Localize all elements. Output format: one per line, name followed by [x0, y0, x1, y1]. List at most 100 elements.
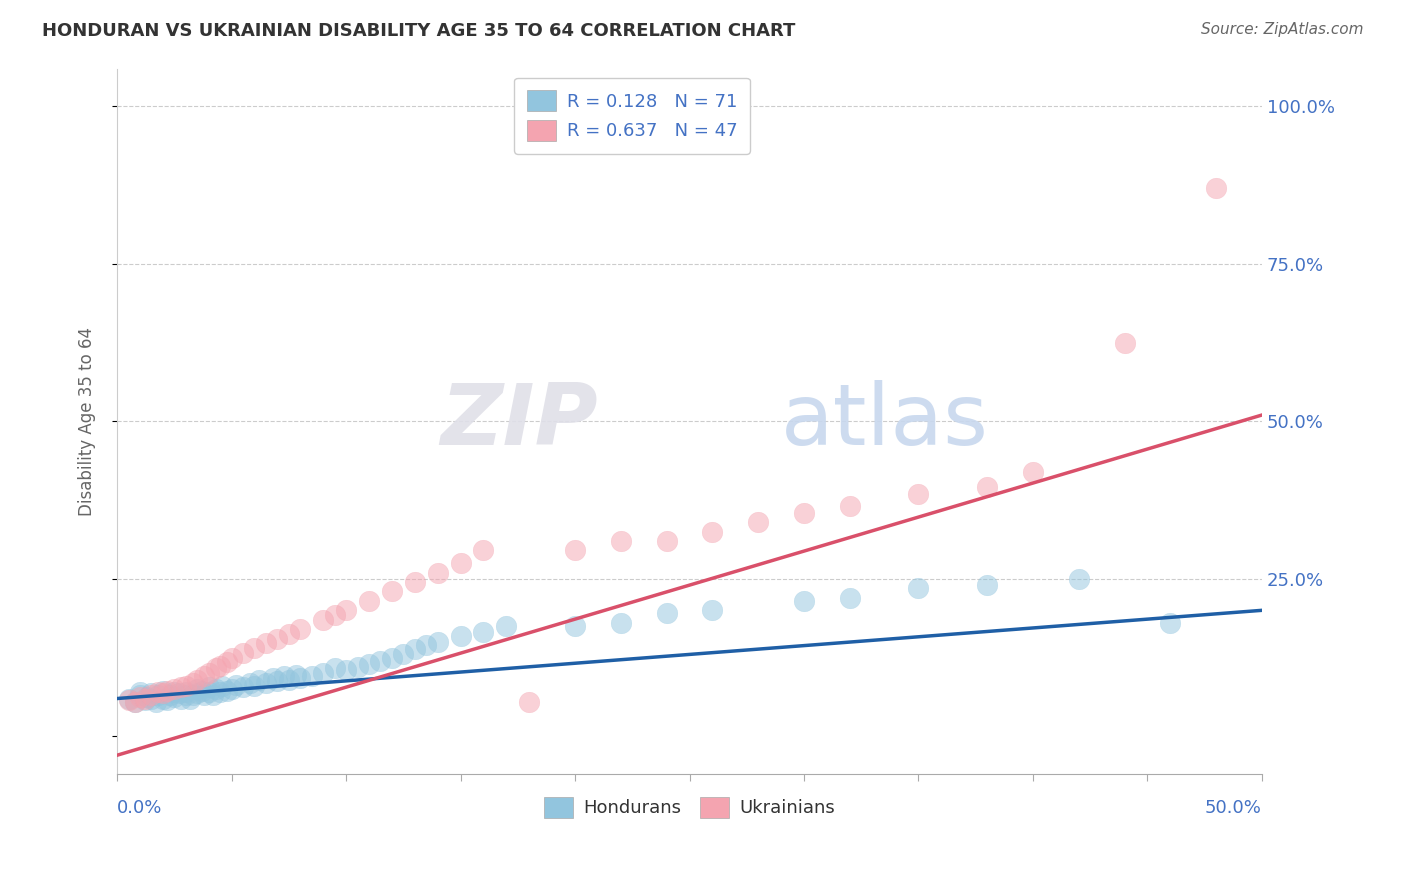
Point — [655, 534, 678, 549]
Point — [976, 480, 998, 494]
Point — [152, 684, 174, 698]
Point — [163, 690, 186, 705]
Point — [301, 669, 323, 683]
Point — [134, 693, 156, 707]
Point — [181, 675, 204, 690]
Point — [277, 627, 299, 641]
Point — [117, 693, 139, 707]
Point — [370, 654, 392, 668]
Point — [472, 543, 495, 558]
Point — [357, 594, 380, 608]
Point — [323, 608, 346, 623]
Point — [564, 543, 586, 558]
Point — [181, 689, 204, 703]
Point — [262, 671, 284, 685]
Point — [197, 680, 219, 694]
Point — [381, 584, 404, 599]
Point — [232, 646, 254, 660]
Point — [517, 695, 540, 709]
Point — [156, 684, 179, 698]
Point — [117, 691, 139, 706]
Point — [907, 582, 929, 596]
Point — [193, 669, 215, 683]
Point — [129, 689, 152, 703]
Point — [266, 632, 288, 646]
Point — [392, 648, 415, 662]
Point — [239, 675, 262, 690]
Point — [254, 675, 277, 690]
Point — [335, 603, 357, 617]
Point — [174, 685, 197, 699]
Point — [277, 673, 299, 687]
Point — [135, 690, 157, 705]
Point — [450, 556, 472, 570]
Point — [193, 689, 215, 703]
Point — [179, 691, 201, 706]
Point — [273, 669, 295, 683]
Point — [907, 487, 929, 501]
Text: HONDURAN VS UKRAINIAN DISABILITY AGE 35 TO 64 CORRELATION CHART: HONDURAN VS UKRAINIAN DISABILITY AGE 35 … — [42, 22, 796, 40]
Text: atlas: atlas — [782, 380, 988, 463]
Point — [1114, 335, 1136, 350]
Point — [290, 622, 312, 636]
Point — [426, 635, 449, 649]
Point — [174, 689, 197, 703]
Point — [170, 680, 193, 694]
Point — [1205, 181, 1227, 195]
Point — [404, 642, 426, 657]
Point — [1022, 465, 1045, 479]
Point — [838, 500, 860, 514]
Point — [141, 689, 163, 703]
Point — [564, 619, 586, 633]
Point — [148, 685, 170, 699]
Point — [209, 658, 232, 673]
Point — [163, 685, 186, 699]
Point — [610, 534, 633, 549]
Point — [167, 686, 190, 700]
Point — [495, 619, 517, 633]
Point — [838, 591, 860, 605]
Text: 0.0%: 0.0% — [117, 799, 163, 817]
Point — [221, 650, 243, 665]
Point — [170, 691, 193, 706]
Point — [793, 506, 815, 520]
Point — [450, 628, 472, 642]
Point — [129, 690, 152, 705]
Point — [976, 578, 998, 592]
Point — [186, 682, 208, 697]
Point — [335, 663, 357, 677]
Point — [357, 657, 380, 671]
Point — [266, 673, 288, 688]
Point — [254, 636, 277, 650]
Point — [655, 607, 678, 621]
Point — [243, 641, 266, 656]
Point — [793, 594, 815, 608]
Point — [204, 682, 226, 697]
Point — [312, 613, 335, 627]
Point — [197, 685, 219, 699]
Point — [204, 661, 226, 675]
Point — [156, 693, 179, 707]
Point — [1067, 572, 1090, 586]
Point — [284, 667, 307, 681]
Point — [197, 666, 219, 681]
Point — [174, 679, 197, 693]
Point — [159, 689, 181, 703]
Point — [186, 686, 208, 700]
Point — [191, 684, 214, 698]
Point — [152, 691, 174, 706]
Y-axis label: Disability Age 35 to 64: Disability Age 35 to 64 — [79, 326, 96, 516]
Point — [148, 689, 170, 703]
Point — [152, 686, 174, 700]
Point — [124, 695, 146, 709]
Point — [472, 625, 495, 640]
Point — [186, 673, 208, 687]
Point — [747, 515, 769, 529]
Point — [141, 686, 163, 700]
Point — [221, 682, 243, 697]
Point — [381, 650, 404, 665]
Text: ZIP: ZIP — [440, 380, 598, 463]
Point — [312, 666, 335, 681]
Point — [323, 661, 346, 675]
Legend: Hondurans, Ukrainians: Hondurans, Ukrainians — [537, 789, 842, 825]
